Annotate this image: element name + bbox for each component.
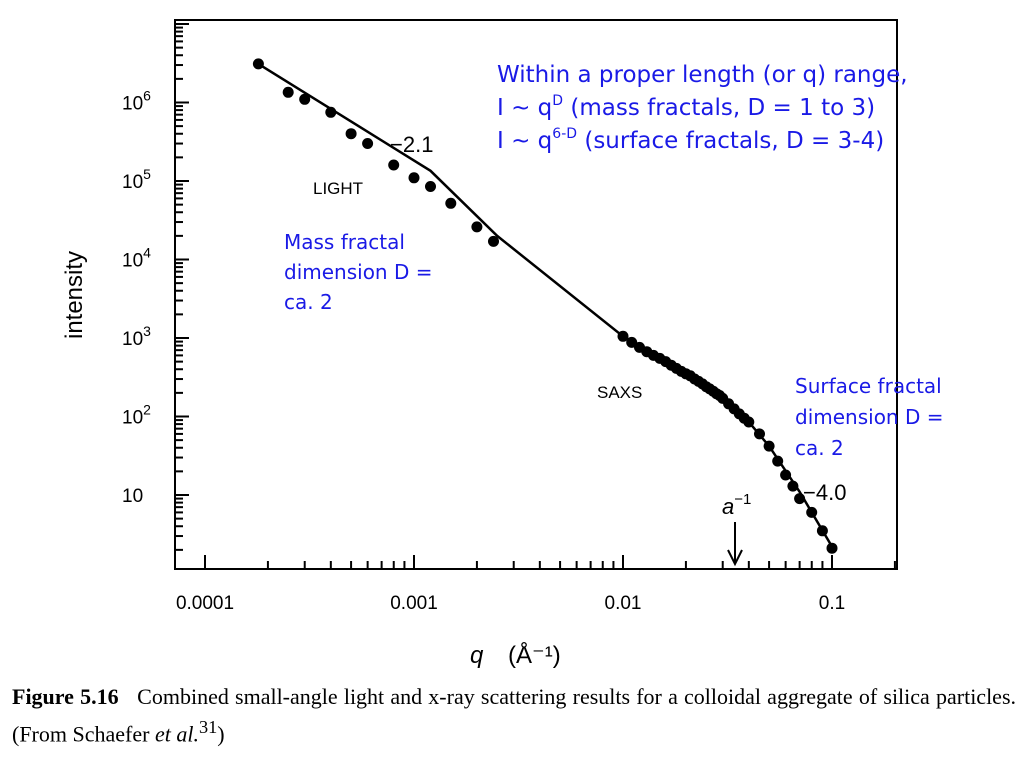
slope-light-label: −2.1 bbox=[390, 132, 433, 157]
x-tick-label: 0.001 bbox=[390, 593, 438, 614]
data-point bbox=[617, 330, 629, 342]
y-tick-label: 104 bbox=[122, 245, 151, 272]
x-tick-label: 0.0001 bbox=[176, 593, 234, 614]
scaling-law-note: Within a proper length (or q) range, I ~… bbox=[497, 62, 908, 154]
data-point bbox=[816, 525, 828, 537]
scattering-plot: 0.0001 0.001 0.01 0.1 10 102 103 104 105 106 int… bbox=[61, 19, 943, 669]
data-point bbox=[471, 221, 483, 233]
data-point bbox=[282, 86, 294, 98]
data-point bbox=[252, 58, 264, 70]
y-tick-label: 10 bbox=[122, 486, 143, 507]
caption-label: Figure 5.16 bbox=[12, 684, 119, 709]
y-tick-label: 102 bbox=[122, 402, 151, 429]
data-point bbox=[794, 493, 806, 505]
svg-text:Mass fractal: Mass fractal bbox=[284, 230, 405, 254]
svg-text:dimension D =: dimension D = bbox=[284, 260, 432, 284]
y-tick-label: 106 bbox=[122, 88, 151, 115]
data-point bbox=[772, 455, 784, 467]
y-tick-label: 103 bbox=[122, 323, 151, 350]
light-region-label: LIGHT bbox=[313, 179, 363, 198]
x-axis-symbol: q bbox=[470, 642, 484, 669]
data-point bbox=[345, 128, 357, 140]
svg-text:Surface fractal: Surface fractal bbox=[795, 374, 942, 398]
data-point bbox=[299, 93, 311, 105]
data-point bbox=[826, 542, 838, 554]
saxs-region-label: SAXS bbox=[597, 383, 642, 402]
data-point bbox=[806, 506, 818, 518]
x-tick-label: 0.01 bbox=[605, 593, 642, 614]
data-point bbox=[743, 416, 755, 428]
a-inverse-label: a−1 bbox=[722, 491, 751, 519]
plot-frame bbox=[174, 19, 898, 570]
data-point bbox=[787, 480, 799, 492]
data-point bbox=[488, 235, 499, 247]
data-point bbox=[445, 197, 457, 209]
y-axis-label: intensity bbox=[61, 251, 88, 339]
data-points bbox=[252, 58, 838, 554]
data-point bbox=[388, 159, 400, 171]
y-tick-label: 105 bbox=[122, 166, 151, 193]
svg-text:ca. 2: ca. 2 bbox=[795, 436, 844, 460]
x-axis-unit: (Å⁻¹) bbox=[508, 641, 561, 669]
svg-text:ca. 2: ca. 2 bbox=[284, 290, 333, 314]
y-axis-tick-labels: 10 102 103 104 105 106 bbox=[122, 88, 151, 508]
svg-text:I ~ qD (mass fractals, D = 1 t: I ~ qD (mass fractals, D = 1 to 3) bbox=[497, 93, 875, 121]
data-point bbox=[780, 469, 792, 481]
caption-ref: 31 bbox=[198, 717, 218, 737]
x-axis-ticks bbox=[204, 555, 896, 569]
svg-text:dimension D =: dimension D = bbox=[795, 405, 943, 429]
data-point bbox=[408, 172, 420, 184]
data-point bbox=[425, 181, 436, 192]
svg-text:I ~ q6-D (surface fractals, D: I ~ q6-D (surface fractals, D = 3-4) bbox=[497, 126, 884, 154]
data-point bbox=[626, 336, 638, 348]
data-point bbox=[754, 428, 765, 440]
data-point bbox=[325, 106, 337, 118]
x-axis-label: q (Å⁻¹) bbox=[470, 641, 561, 669]
y-axis-ticks bbox=[175, 23, 189, 551]
figure-caption: Figure 5.16 Combined small-angle light a… bbox=[12, 682, 1016, 749]
caption-close: ) bbox=[217, 721, 225, 747]
a-inverse-arrow bbox=[727, 522, 743, 567]
data-point bbox=[763, 440, 775, 452]
slope-saxs-label: −4.0 bbox=[803, 480, 846, 505]
caption-etal: et al. bbox=[154, 721, 199, 747]
x-axis-tick-labels: 0.0001 0.001 0.01 0.1 bbox=[176, 593, 845, 614]
surface-fractal-note: Surface fractal dimension D = ca. 2 bbox=[795, 374, 943, 460]
svg-text:Within a proper length (or q): Within a proper length (or q) range, bbox=[497, 62, 908, 88]
caption-text: Combined small-angle light and x-ray sca… bbox=[12, 684, 1017, 747]
x-tick-label: 0.1 bbox=[819, 593, 845, 614]
mass-fractal-note: Mass fractal dimension D = ca. 2 bbox=[284, 230, 432, 314]
data-point bbox=[362, 138, 374, 149]
